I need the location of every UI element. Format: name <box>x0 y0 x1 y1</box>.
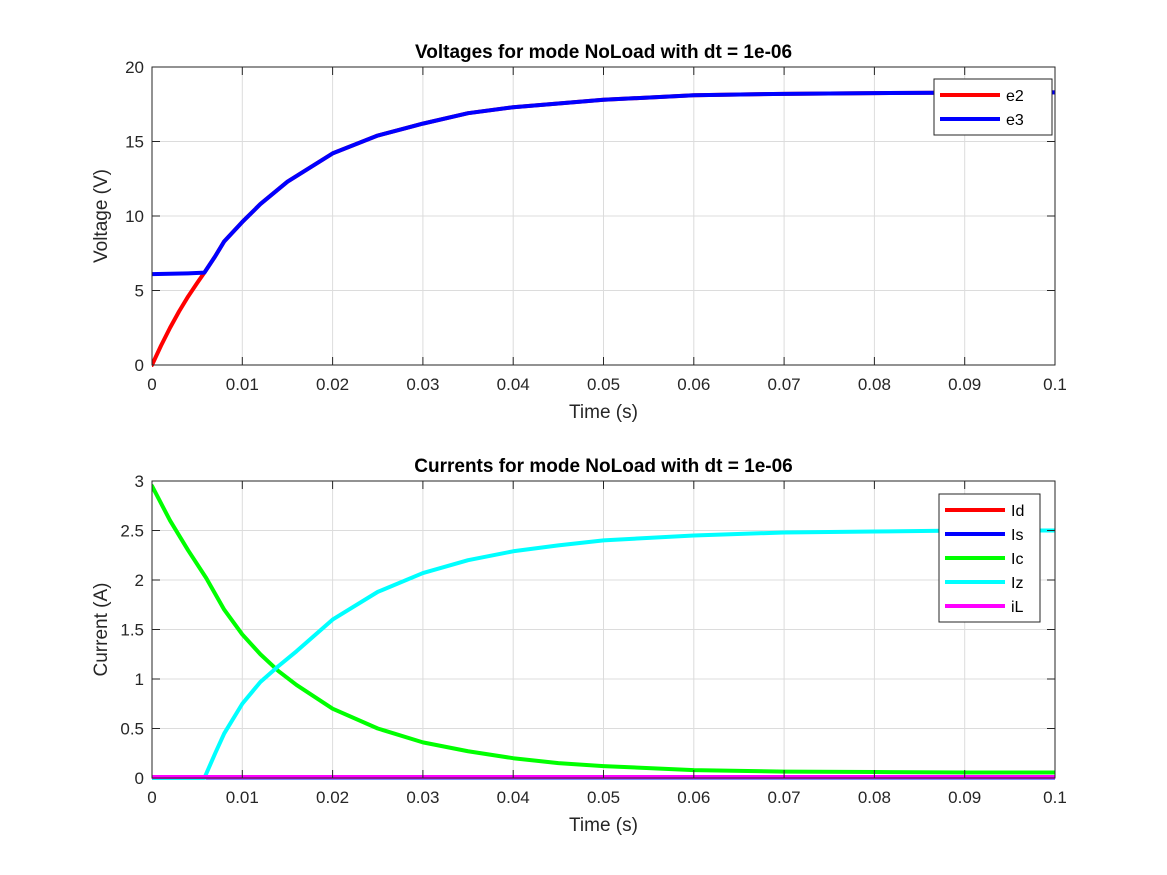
voltage-series-line-e3 <box>152 90 1055 277</box>
current-chart-title: Currents for mode NoLoad with dt = 1e-06 <box>414 456 792 477</box>
voltage-y-tick-label: 10 <box>125 207 144 226</box>
current-legend-label-iz: Iz <box>1011 575 1023 592</box>
voltage-y-tick-label: 5 <box>135 282 144 301</box>
current-y-tick-label: 0 <box>135 769 144 788</box>
current-y-tick-label: 2.5 <box>120 522 144 541</box>
voltage-x-tick-label: 0.08 <box>858 375 891 394</box>
voltage-x-tick-label: 0.1 <box>1043 375 1067 394</box>
voltage-x-axis-label: Time (s) <box>569 402 638 423</box>
voltage-x-tick-label: 0.07 <box>768 375 801 394</box>
current-legend-label-is: Is <box>1011 527 1023 544</box>
current-legend-label-ic: Ic <box>1011 551 1023 568</box>
current-y-tick-label: 1 <box>135 670 144 689</box>
voltage-x-tick-label: 0.03 <box>406 375 439 394</box>
voltage-legend-label-e3: e3 <box>1006 112 1024 129</box>
voltage-chart-title: Voltages for mode NoLoad with dt = 1e-06 <box>415 42 792 63</box>
current-y-tick-label: 0.5 <box>120 720 144 739</box>
voltage-y-axis-label: Voltage (V) <box>91 169 112 263</box>
current-x-tick-label: 0.05 <box>587 788 620 807</box>
voltage-legend-box <box>933 78 1053 136</box>
current-ticks: 0 0.01 0.02 0.03 0.04 0.05 0.06 0.07 0.08 0.09 0.1… <box>120 472 1066 807</box>
current-x-tick-label: 0.01 <box>226 788 259 807</box>
voltage-x-tick-label: 0.05 <box>587 375 620 394</box>
current-x-tick-label: 0.1 <box>1043 788 1067 807</box>
voltage-axes: 0 0.01 0.02 0.03 0.04 0.05 0.06 0.07 0.08 0.09 0.1… <box>91 42 1067 423</box>
current-x-tick-label: 0.08 <box>858 788 891 807</box>
current-x-tick-label: 0.03 <box>406 788 439 807</box>
voltage-series <box>152 90 1055 367</box>
current-y-tick-label: 1.5 <box>120 621 144 640</box>
current-x-tick-label: 0 <box>147 788 156 807</box>
current-legend-label-id: Id <box>1011 503 1024 520</box>
current-x-axis-label: Time (s) <box>569 815 638 836</box>
voltage-x-tick-label: 0.09 <box>948 375 981 394</box>
voltage-x-tick-label: 0.06 <box>677 375 710 394</box>
current-x-tick-label: 0.07 <box>768 788 801 807</box>
current-x-tick-label: 0.09 <box>948 788 981 807</box>
current-y-tick-label: 3 <box>135 472 144 491</box>
current-y-axis-label: Current (A) <box>91 583 112 677</box>
voltage-x-tick-label: 0 <box>147 375 156 394</box>
current-axes: 0 0.01 0.02 0.03 0.04 0.05 0.06 0.07 0.08 0.09 0.1… <box>91 456 1067 836</box>
voltage-ticks: 0 0.01 0.02 0.03 0.04 0.05 0.06 0.07 0.08 0.09 0.1… <box>125 58 1067 394</box>
current-series-line-ic <box>152 483 1055 775</box>
current-legend-label-il: iL <box>1011 599 1024 616</box>
voltage-y-tick-label: 0 <box>135 356 144 375</box>
current-legend: Id Is Ic Iz iL <box>938 493 1041 623</box>
voltage-y-tick-label: 20 <box>125 58 144 77</box>
current-series-line-iz <box>152 528 1055 780</box>
current-x-tick-label: 0.02 <box>316 788 349 807</box>
voltage-x-tick-label: 0.04 <box>497 375 530 394</box>
current-x-tick-label: 0.04 <box>497 788 530 807</box>
voltage-x-tick-label: 0.01 <box>226 375 259 394</box>
voltage-legend-label-e2: e2 <box>1006 88 1024 105</box>
voltage-y-tick-label: 15 <box>125 133 144 152</box>
current-y-tick-label: 2 <box>135 571 144 590</box>
current-x-tick-label: 0.06 <box>677 788 710 807</box>
voltage-x-tick-label: 0.02 <box>316 375 349 394</box>
